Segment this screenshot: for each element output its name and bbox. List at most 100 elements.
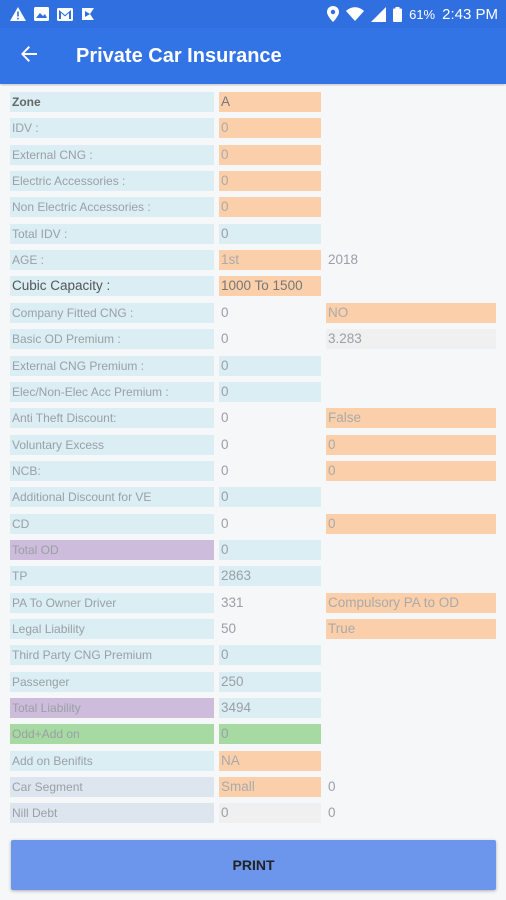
table-row: Elec/Non-Elec Acc Premium :0 <box>0 380 506 406</box>
app-bar: Private Car Insurance <box>0 28 506 84</box>
table-row: Total OD 0 <box>0 538 506 564</box>
flag-icon <box>81 7 95 21</box>
value-field: 0 <box>219 539 321 560</box>
table-row: Total IDV :0 <box>0 222 506 248</box>
page-title: Private Car Insurance <box>76 44 282 67</box>
value-input[interactable]: 0 <box>219 171 321 192</box>
option-input[interactable]: 0 <box>326 434 496 455</box>
system-icons: 61% 2:43 PM <box>327 6 498 23</box>
table-row: Basic OD Premium : 0 3.283 <box>0 327 506 353</box>
table-row: Legal Liability 50 True <box>0 617 506 643</box>
table-row: Zone A <box>0 90 506 116</box>
battery-icon <box>393 6 403 22</box>
row-label: Total Liability <box>10 698 214 719</box>
value-field: 2863 <box>219 566 321 587</box>
value-field: 0 <box>221 462 229 478</box>
row-label: AGE : <box>10 250 214 271</box>
row-label: Odd+Add on <box>10 724 214 745</box>
notification-icons <box>10 7 95 21</box>
row-label: NCB: <box>10 460 214 481</box>
image-icon <box>34 7 49 21</box>
row-label: Third Party CNG Premium <box>10 645 214 666</box>
value-input[interactable]: 0 <box>219 118 321 139</box>
row-label: IDV : <box>10 118 214 139</box>
calculator-content: Zone A IDV :0 External CNG :0 Electric Acces… <box>0 86 506 900</box>
row-label: Voluntary Excess <box>10 434 214 455</box>
option-input[interactable]: 0 <box>326 460 496 481</box>
table-row: Odd+Add on 0 <box>0 722 506 748</box>
table-row: CD 0 0 <box>0 512 506 538</box>
value-field: 0 <box>221 304 229 320</box>
table-row: Additional Discount for VE 0 <box>0 485 506 511</box>
value-field: 3494 <box>219 698 321 719</box>
gmail-icon <box>57 7 73 21</box>
option-input[interactable]: True <box>326 619 496 639</box>
row-label: Car Segment <box>10 777 214 798</box>
option-input[interactable]: Compulsory PA to OD <box>326 592 496 613</box>
option-input[interactable]: False <box>326 408 496 429</box>
row-label: External CNG Premium : <box>10 355 214 376</box>
row-label: Cubic Capacity : <box>10 276 214 297</box>
row-label: Legal Liability <box>10 619 214 639</box>
value-field: 0 <box>219 487 321 508</box>
row-label: PA To Owner Driver <box>10 592 214 613</box>
table-row: External CNG Premium :0 <box>0 354 506 380</box>
print-button[interactable]: PRINT <box>11 840 496 890</box>
row-label: Nill Debt <box>10 803 214 824</box>
row-label: Electric Accessories : <box>10 171 214 192</box>
table-row: PA To Owner Driver 331 Compulsory PA to OD <box>0 591 506 617</box>
value-field: 0 <box>219 645 321 666</box>
value-input[interactable]: NA <box>219 750 321 771</box>
row-label: Basic OD Premium : <box>10 329 214 350</box>
table-row: External CNG :0 <box>0 143 506 169</box>
back-button[interactable] <box>0 28 58 84</box>
table-row: Total Liability 3494 <box>0 696 506 722</box>
extra-value: 2018 <box>328 252 359 268</box>
value-input[interactable]: 0 <box>219 197 321 218</box>
value-input[interactable]: Small <box>219 777 321 798</box>
row-label: Add on Benifits <box>10 750 214 771</box>
value-field: 250 <box>219 671 321 692</box>
row-label: Passenger <box>10 671 214 692</box>
value-field: 331 <box>221 594 244 610</box>
row-label: Total IDV : <box>10 223 214 244</box>
value-field: 0 <box>219 355 321 376</box>
value-field: 0 <box>221 436 229 452</box>
value-input[interactable]: A <box>219 92 321 112</box>
value-field: 0 <box>221 515 229 531</box>
option-input[interactable]: 0 <box>326 513 496 534</box>
row-label: Total OD <box>10 539 214 560</box>
value-input[interactable]: 1000 To 1500 <box>219 276 321 297</box>
table-row: NCB: 0 0 <box>0 459 506 485</box>
table-row: TP 2863 <box>0 564 506 590</box>
option-input[interactable]: NO <box>326 302 496 323</box>
row-label: CD <box>10 513 214 534</box>
row-label: External CNG : <box>10 144 214 165</box>
table-row: Voluntary Excess 0 0 <box>0 433 506 459</box>
row-label: TP <box>10 566 214 587</box>
extra-value: 3.283 <box>326 329 496 350</box>
value-field: 0 <box>219 381 321 402</box>
arrow-back-icon <box>20 45 38 68</box>
table-row: Cubic Capacity :1000 To 1500 <box>0 274 506 300</box>
table-row: Third Party CNG Premium 0 <box>0 643 506 669</box>
value-field: 0 <box>221 331 229 347</box>
row-label: Company Fitted CNG : <box>10 302 214 323</box>
battery-percent: 61% <box>409 6 436 22</box>
value-field: 0 <box>219 223 321 244</box>
status-bar: 61% 2:43 PM <box>0 0 506 28</box>
table-row: AGE :1st 2018 <box>0 248 506 274</box>
value-input[interactable]: 1st <box>219 250 321 271</box>
value-input[interactable]: 0 <box>219 144 321 165</box>
table-row: Company Fitted CNG : 0 NO <box>0 301 506 327</box>
row-label: Elec/Non-Elec Acc Premium : <box>10 381 214 402</box>
row-label: Anti Theft Discount: <box>10 408 214 429</box>
signal-icon <box>371 6 387 22</box>
table-row: Non Electric Accessories :0 <box>0 195 506 221</box>
value-field: 50 <box>221 621 237 636</box>
table-row: Anti Theft Discount: 0 False <box>0 406 506 432</box>
table-row: Car Segment Small 0 <box>0 775 506 801</box>
table-row: Passenger 250 <box>0 670 506 696</box>
value-input[interactable]: 0 <box>219 724 321 745</box>
row-label: Zone <box>10 92 214 112</box>
